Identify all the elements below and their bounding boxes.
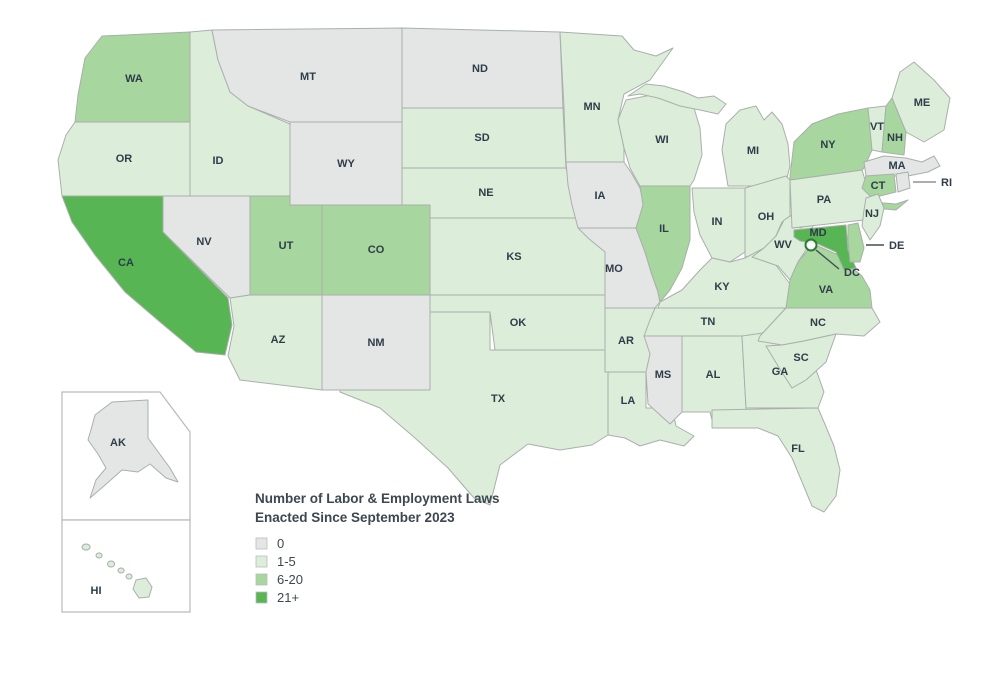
legend-swatch-1-5 — [255, 555, 268, 568]
legend-label-21plus: 21+ — [277, 590, 299, 605]
state-label-CT: CT — [871, 180, 886, 192]
state-label-GA: GA — [772, 366, 789, 378]
state-LA — [607, 371, 695, 447]
state-HI — [81, 543, 153, 599]
state-label-MT: MT — [300, 71, 316, 83]
state-label-AZ: AZ — [271, 334, 286, 346]
state-label-WY: WY — [337, 158, 355, 170]
state-CT — [861, 173, 897, 199]
state-label-MI: MI — [747, 145, 759, 157]
state-FL — [711, 407, 841, 513]
state-ME — [891, 61, 951, 143]
callout-line-DC — [815, 249, 840, 270]
state-label-KY: KY — [714, 281, 730, 293]
state-label-MA: MA — [888, 160, 905, 172]
state-RI — [895, 171, 911, 193]
state-label-PA: PA — [817, 194, 832, 206]
state-AZ — [227, 294, 323, 391]
callout-label-DC: DC — [844, 267, 860, 279]
state-label-VA: VA — [819, 284, 834, 296]
state-label-NH: NH — [887, 132, 903, 144]
state-label-CO: CO — [368, 244, 385, 256]
state-label-WV: WV — [774, 239, 792, 251]
state-label-SC: SC — [793, 352, 808, 364]
state-label-MD: MD — [809, 227, 826, 239]
state-label-IN: IN — [712, 216, 723, 228]
state-label-LA: LA — [621, 395, 636, 407]
legend-swatch-21plus — [255, 591, 268, 604]
state-label-OK: OK — [510, 317, 527, 329]
legend-label-0: 0 — [277, 536, 284, 551]
legend-label-1-5: 1-5 — [277, 554, 296, 569]
state-label-OH: OH — [758, 211, 775, 223]
state-label-KS: KS — [506, 251, 521, 263]
state-label-NY: NY — [820, 139, 836, 151]
state-label-ID: ID — [213, 155, 224, 167]
state-label-AK: AK — [110, 437, 126, 449]
state-label-NC: NC — [810, 317, 826, 329]
state-label-NJ: NJ — [865, 208, 879, 220]
state-label-OR: OR — [116, 153, 133, 165]
state-CA — [61, 195, 233, 356]
legend-title-line2: Enacted Since September 2023 — [255, 510, 455, 525]
state-label-UT: UT — [279, 240, 294, 252]
state-label-WA: WA — [125, 73, 143, 85]
state-label-IA: IA — [595, 190, 606, 202]
legend-title-line1: Number of Labor & Employment Laws — [255, 491, 500, 506]
state-label-ME: ME — [914, 97, 931, 109]
state-SC — [765, 333, 837, 389]
legend-swatch-0 — [255, 537, 268, 550]
state-label-NV: NV — [196, 236, 212, 248]
state-label-MS: MS — [655, 369, 672, 381]
legend: Number of Labor & Employment Laws Enacte… — [255, 491, 500, 605]
state-DE — [847, 222, 865, 263]
callout-label-RI: RI — [941, 177, 952, 189]
state-label-AL: AL — [706, 369, 721, 381]
state-label-NM: NM — [367, 337, 384, 349]
state-IL — [635, 185, 691, 303]
state-label-AR: AR — [618, 335, 634, 347]
dc-marker-circle — [804, 238, 818, 252]
state-MD — [793, 224, 857, 271]
state-label-NE: NE — [478, 187, 493, 199]
state-NE — [401, 167, 593, 219]
hawaii-inset-box — [61, 519, 191, 613]
state-AK — [87, 399, 179, 499]
state-label-HI: HI — [91, 585, 102, 597]
callouts-layer: RI DE DC — [804, 177, 952, 279]
state-NH — [881, 97, 907, 156]
state-label-TX: TX — [491, 393, 506, 405]
legend-label-6-20: 6-20 — [277, 572, 303, 587]
state-label-VT: VT — [870, 121, 884, 133]
state-label-IL: IL — [659, 223, 669, 235]
state-label-MO: MO — [605, 263, 623, 275]
state-label-WI: WI — [655, 134, 668, 146]
state-label-MN: MN — [583, 101, 600, 113]
state-label-SD: SD — [474, 132, 489, 144]
callout-label-DE: DE — [889, 240, 904, 252]
state-labels-layer: WA OR ID MT WY NV UT CA CO AZ NM ND SD NE KS OK TX MN IA MO… — [91, 63, 931, 597]
state-label-FL: FL — [791, 443, 805, 455]
state-label-CA: CA — [118, 257, 134, 269]
state-label-ND: ND — [472, 63, 488, 75]
legend-swatch-6-20 — [255, 573, 268, 586]
state-label-TN: TN — [701, 316, 716, 328]
states-layer — [57, 27, 951, 599]
state-NJ — [861, 193, 885, 241]
